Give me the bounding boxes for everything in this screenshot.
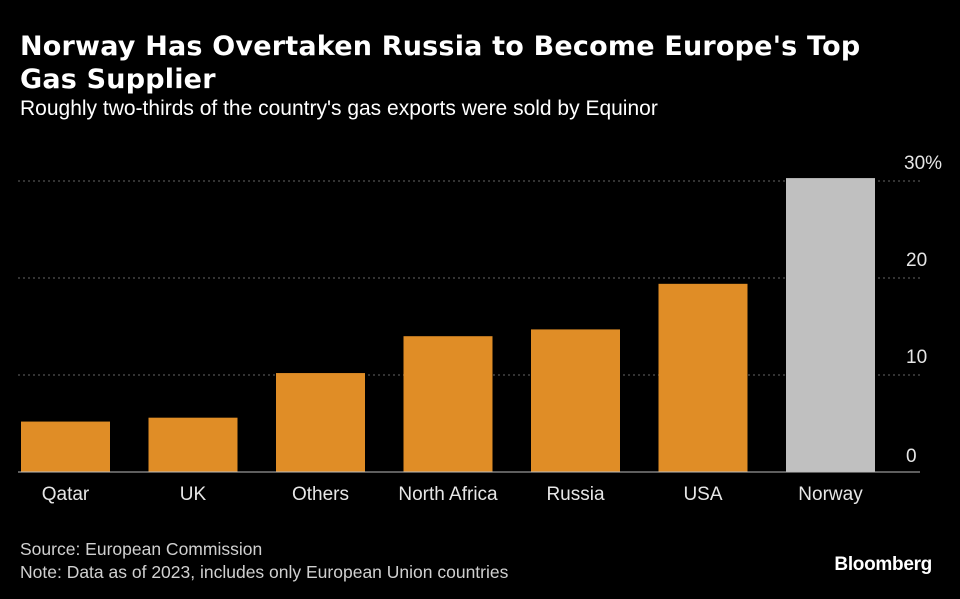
x-tick-label: Norway [798,484,863,505]
x-tick-label: Russia [546,484,605,505]
chart-subtitle: Roughly two-thirds of the country's gas … [20,97,658,120]
x-tick-label: Others [292,484,349,505]
y-tick-label: 0 [906,446,917,467]
x-tick-label: Qatar [42,484,90,505]
chart-footer: Source: European Commission Note: Data a… [20,538,508,584]
data-note: Note: Data as of 2023, includes only Eur… [20,562,509,582]
chart-title: Norway Has Overtaken Russia to Become Eu… [20,31,861,95]
y-tick-label: 30% [904,153,942,174]
x-tick-label: North Africa [398,484,498,505]
x-tick-label: UK [180,484,207,505]
y-tick-label: 20 [906,250,927,271]
bar-north-africa [403,336,493,472]
bar-qatar [21,421,110,472]
x-tick-label: USA [683,484,722,505]
y-tick-label: 10 [906,347,927,368]
bar-usa [658,283,748,472]
bloomberg-logo: Bloomberg [834,554,932,575]
bar-norway [786,178,875,472]
bar-uk [148,417,238,472]
bar-others [276,373,365,472]
bar-russia [531,329,620,472]
bar-chart: Qatar UK Others North Africa Russia USA Norway… [18,153,942,505]
source-note: Source: European Commission [20,539,263,559]
